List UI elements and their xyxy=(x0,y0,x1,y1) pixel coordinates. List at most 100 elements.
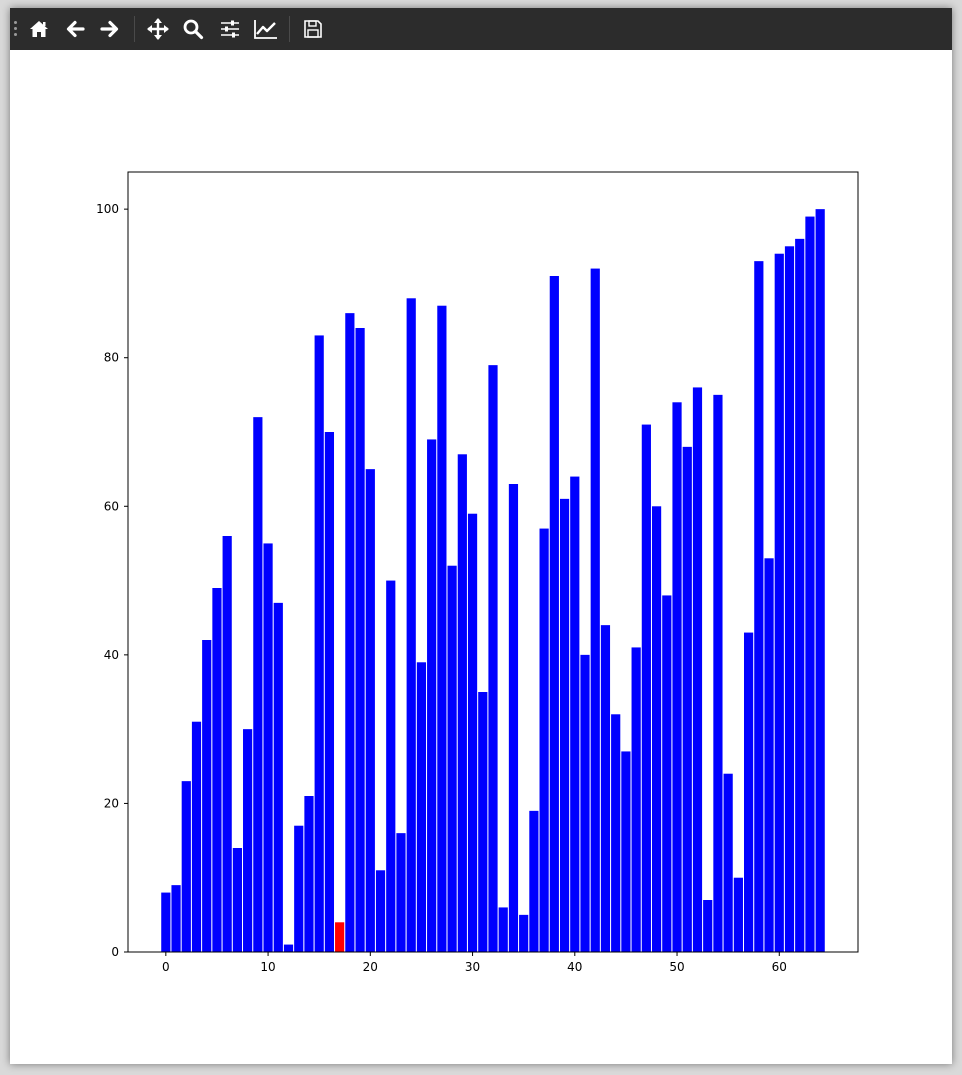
bar xyxy=(815,209,825,952)
figure-canvas[interactable]: 0 10 20 30 40 50 60 0 20 40 60 80 100 xyxy=(10,50,952,1064)
bar xyxy=(232,848,242,952)
bar xyxy=(304,796,314,952)
x-tick-label: 30 xyxy=(465,960,480,974)
home-icon xyxy=(30,21,48,37)
axes-frame xyxy=(127,171,859,953)
bar xyxy=(365,469,375,952)
bar xyxy=(488,365,498,952)
bar xyxy=(375,870,386,952)
bar xyxy=(202,640,212,952)
bar xyxy=(559,498,570,952)
bar xyxy=(161,892,171,952)
bar xyxy=(253,417,263,952)
y-tick-label: 40 xyxy=(104,648,119,662)
bar xyxy=(662,595,672,952)
customize-button[interactable] xyxy=(252,15,280,43)
bar xyxy=(181,781,191,952)
zoom-button[interactable] xyxy=(179,15,207,43)
bar xyxy=(611,714,621,952)
bar xyxy=(498,907,508,952)
bar xyxy=(764,558,774,952)
bar xyxy=(396,833,406,952)
bar xyxy=(744,632,754,952)
x-tick-label: 0 xyxy=(162,960,170,974)
x-tick-label: 10 xyxy=(260,960,275,974)
bar xyxy=(733,877,743,952)
toolbar-separator xyxy=(289,16,290,42)
bar xyxy=(212,588,222,952)
bar xyxy=(805,216,815,952)
forward-button[interactable] xyxy=(96,15,124,43)
navigation-toolbar xyxy=(10,8,952,50)
bar xyxy=(641,424,651,952)
bar xyxy=(590,268,600,952)
x-tick-label: 40 xyxy=(567,960,582,974)
bar xyxy=(191,721,202,952)
bar xyxy=(314,335,324,952)
x-tick-label: 20 xyxy=(363,960,378,974)
bar xyxy=(355,328,365,952)
bar xyxy=(345,313,355,952)
bar xyxy=(457,454,467,952)
bar xyxy=(478,692,488,952)
toolbar-separator xyxy=(134,16,135,42)
x-tick-label: 50 xyxy=(669,960,684,974)
arrow-right-icon xyxy=(100,20,119,38)
bar xyxy=(549,276,559,952)
bar xyxy=(570,476,580,952)
move-icon xyxy=(147,18,169,40)
bar xyxy=(672,402,682,952)
bar xyxy=(713,394,723,952)
bar xyxy=(386,580,396,952)
bar xyxy=(621,751,631,952)
bar xyxy=(529,810,539,952)
y-axis: 0 20 40 60 80 100 xyxy=(96,202,128,959)
floppy-disk-icon xyxy=(304,20,322,38)
bar xyxy=(651,506,662,952)
bar xyxy=(508,484,519,952)
toolbar-grip-handle[interactable] xyxy=(14,21,17,37)
bar xyxy=(222,536,232,952)
y-tick-label: 20 xyxy=(104,796,119,810)
bar xyxy=(243,729,253,952)
home-button[interactable] xyxy=(25,15,53,43)
bar xyxy=(539,528,549,952)
bar xyxy=(406,298,416,952)
x-axis: 0 10 20 30 40 50 60 xyxy=(162,952,787,974)
y-tick-label: 0 xyxy=(111,945,119,959)
y-tick-label: 80 xyxy=(104,351,119,365)
bar xyxy=(795,238,805,953)
bar xyxy=(723,773,733,952)
back-button[interactable] xyxy=(61,15,89,43)
bar xyxy=(784,246,795,953)
magnifier-icon xyxy=(183,19,204,40)
bar xyxy=(580,654,590,952)
arrow-left-icon xyxy=(66,20,85,38)
save-button[interactable] xyxy=(299,15,327,43)
bar xyxy=(682,446,692,952)
bar xyxy=(754,261,764,952)
y-tick-label: 60 xyxy=(104,499,119,513)
bar xyxy=(703,900,713,952)
bar xyxy=(427,439,437,952)
bar xyxy=(171,885,181,952)
bar xyxy=(519,914,529,952)
x-tick-label: 60 xyxy=(772,960,787,974)
bar xyxy=(324,432,335,952)
sliders-icon xyxy=(221,20,239,38)
bar xyxy=(294,825,304,952)
line-chart-icon xyxy=(254,20,277,39)
bar-series xyxy=(161,209,825,953)
bar xyxy=(447,565,457,952)
bar xyxy=(416,662,427,952)
bar xyxy=(263,543,273,952)
bar xyxy=(600,625,611,952)
bar xyxy=(437,305,447,952)
y-tick-label: 100 xyxy=(96,202,119,216)
highlighted-bar xyxy=(335,922,345,952)
figure-window: 0 10 20 30 40 50 60 0 20 40 60 80 100 xyxy=(10,8,952,1064)
bar xyxy=(467,513,478,952)
bar xyxy=(283,944,294,952)
subplots-button[interactable] xyxy=(216,15,244,43)
pan-button[interactable] xyxy=(144,15,172,43)
